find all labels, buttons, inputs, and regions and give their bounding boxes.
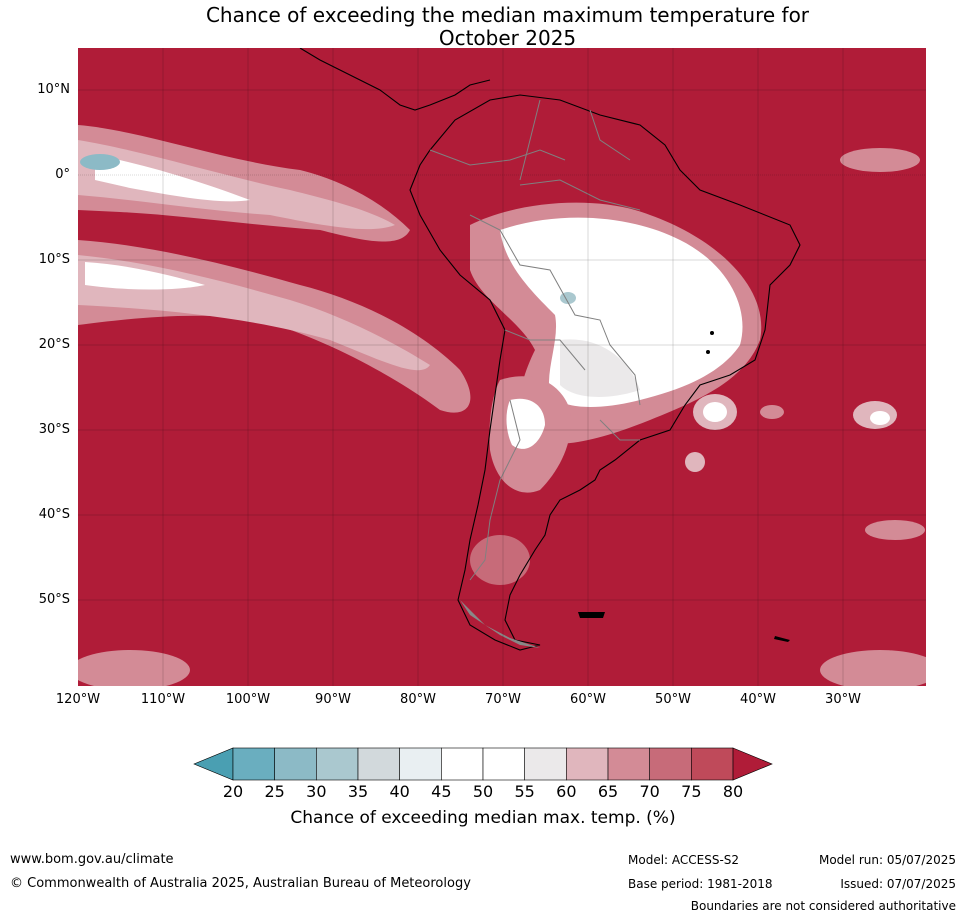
colorbar-tick-30: 30 bbox=[306, 782, 327, 801]
country-borders bbox=[429, 99, 641, 581]
colorbar-max-extension bbox=[732, 747, 773, 781]
colorbar-bin-75 bbox=[691, 747, 734, 781]
island-marker-1 bbox=[710, 331, 714, 335]
colorbar bbox=[193, 747, 773, 781]
title-line-1: Chance of exceeding the median maximum t… bbox=[205, 3, 810, 27]
colorbar-bin-60 bbox=[566, 747, 609, 781]
colorbar-tick-20: 20 bbox=[222, 782, 244, 801]
lon-tick-120w: 120°W bbox=[55, 692, 101, 707]
lat-tick-10n: 10°N bbox=[37, 82, 70, 97]
colorbar-bin-65 bbox=[607, 747, 651, 781]
colorbar-min-extension bbox=[193, 747, 234, 781]
pacific-equatorial-core bbox=[78, 140, 395, 230]
copyright-text: © Commonwealth of Australia 2025, Austra… bbox=[10, 876, 471, 891]
south-pacific-anomaly bbox=[78, 650, 190, 686]
colorbar-tick-70: 70 bbox=[639, 782, 660, 801]
lon-tick-30w: 30°W bbox=[825, 692, 861, 707]
model-run-date: Model run: 05/07/2025 bbox=[818, 853, 956, 867]
lon-tick-40w: 40°W bbox=[740, 692, 776, 707]
brazil-interior-light-gray bbox=[560, 339, 640, 397]
colorbar-bin-35 bbox=[357, 747, 400, 781]
colorbar-bin-25 bbox=[274, 747, 317, 781]
colorbar-bin-30 bbox=[316, 747, 359, 781]
colorbar-tick-55: 55 bbox=[514, 782, 535, 801]
colorbar-bin-70 bbox=[649, 747, 692, 781]
boundary-disclaimer: Boundaries are not considered authoritat… bbox=[690, 899, 956, 913]
lat-tick-0: 0° bbox=[55, 167, 70, 182]
lon-tick-80w: 80°W bbox=[400, 692, 436, 707]
patagonia-anomaly bbox=[470, 535, 530, 585]
south-atlantic-anomaly-2 bbox=[865, 520, 925, 540]
colorbar-tick-45: 45 bbox=[431, 782, 452, 801]
lat-tick-30s: 30°S bbox=[38, 422, 70, 437]
atlantic-anomaly-5 bbox=[685, 452, 705, 472]
south-atlantic-anomaly bbox=[820, 650, 926, 686]
argentina-white bbox=[506, 398, 545, 449]
model-name: Model: ACCESS-S2 bbox=[628, 853, 740, 867]
lon-tick-90w: 90°W bbox=[315, 692, 351, 707]
map-plot-area bbox=[78, 48, 926, 686]
lon-tick-110w: 110°W bbox=[140, 692, 186, 707]
south-america-coastline bbox=[409, 94, 801, 651]
issued-date: Issued: 07/07/2025 bbox=[840, 877, 956, 891]
title-line-2: October 2025 bbox=[438, 26, 577, 50]
colorbar-tick-35: 35 bbox=[347, 782, 369, 801]
atlantic-anomaly-4 bbox=[840, 148, 920, 172]
colorbar-bin-45 bbox=[441, 747, 484, 781]
colorbar-title: Chance of exceeding median max. temp. (%… bbox=[290, 808, 676, 828]
falkland-islands bbox=[578, 612, 605, 618]
pacific-low-probability bbox=[80, 154, 120, 170]
colorbar-tick-50: 50 bbox=[472, 782, 494, 801]
colorbar-tick-65: 65 bbox=[597, 782, 619, 801]
colorbar-bin-50 bbox=[482, 747, 525, 781]
colorbar-bin-20 bbox=[232, 747, 275, 781]
atlantic-anomaly-2-core bbox=[870, 411, 890, 425]
pacific-equatorial-white bbox=[95, 155, 250, 202]
lat-tick-50s: 50°S bbox=[38, 592, 70, 607]
graticule bbox=[78, 48, 926, 686]
chart-title: Chance of exceeding the median maximum t… bbox=[0, 4, 965, 50]
colorbar-tick-75: 75 bbox=[681, 782, 702, 801]
atlantic-anomaly-1-core bbox=[703, 402, 727, 422]
lon-tick-60w: 60°W bbox=[570, 692, 606, 707]
lat-tick-10s: 10°S bbox=[38, 252, 70, 267]
website-link[interactable]: www.bom.gov.au/climate bbox=[10, 852, 174, 867]
base-period: Base period: 1981-2018 bbox=[628, 877, 773, 891]
lon-tick-70w: 70°W bbox=[485, 692, 521, 707]
high-probability-background bbox=[78, 48, 926, 686]
atlantic-anomaly-3 bbox=[760, 405, 784, 419]
lat-tick-40s: 40°S bbox=[38, 507, 70, 522]
colorbar-bin-55 bbox=[524, 747, 567, 781]
lon-tick-50w: 50°W bbox=[655, 692, 691, 707]
colorbar-tick-25: 25 bbox=[264, 782, 285, 801]
colorbar-tick-60: 60 bbox=[556, 782, 577, 801]
island-marker-2 bbox=[706, 350, 710, 354]
colorbar-bin-40 bbox=[399, 747, 442, 781]
lat-tick-20s: 20°S bbox=[38, 337, 70, 352]
lon-tick-100w: 100°W bbox=[225, 692, 271, 707]
pacific-southern-white bbox=[85, 262, 205, 290]
south-georgia bbox=[774, 636, 790, 642]
colorbar-tick-80: 80 bbox=[722, 782, 744, 801]
colorbar-tick-40: 40 bbox=[389, 782, 410, 801]
